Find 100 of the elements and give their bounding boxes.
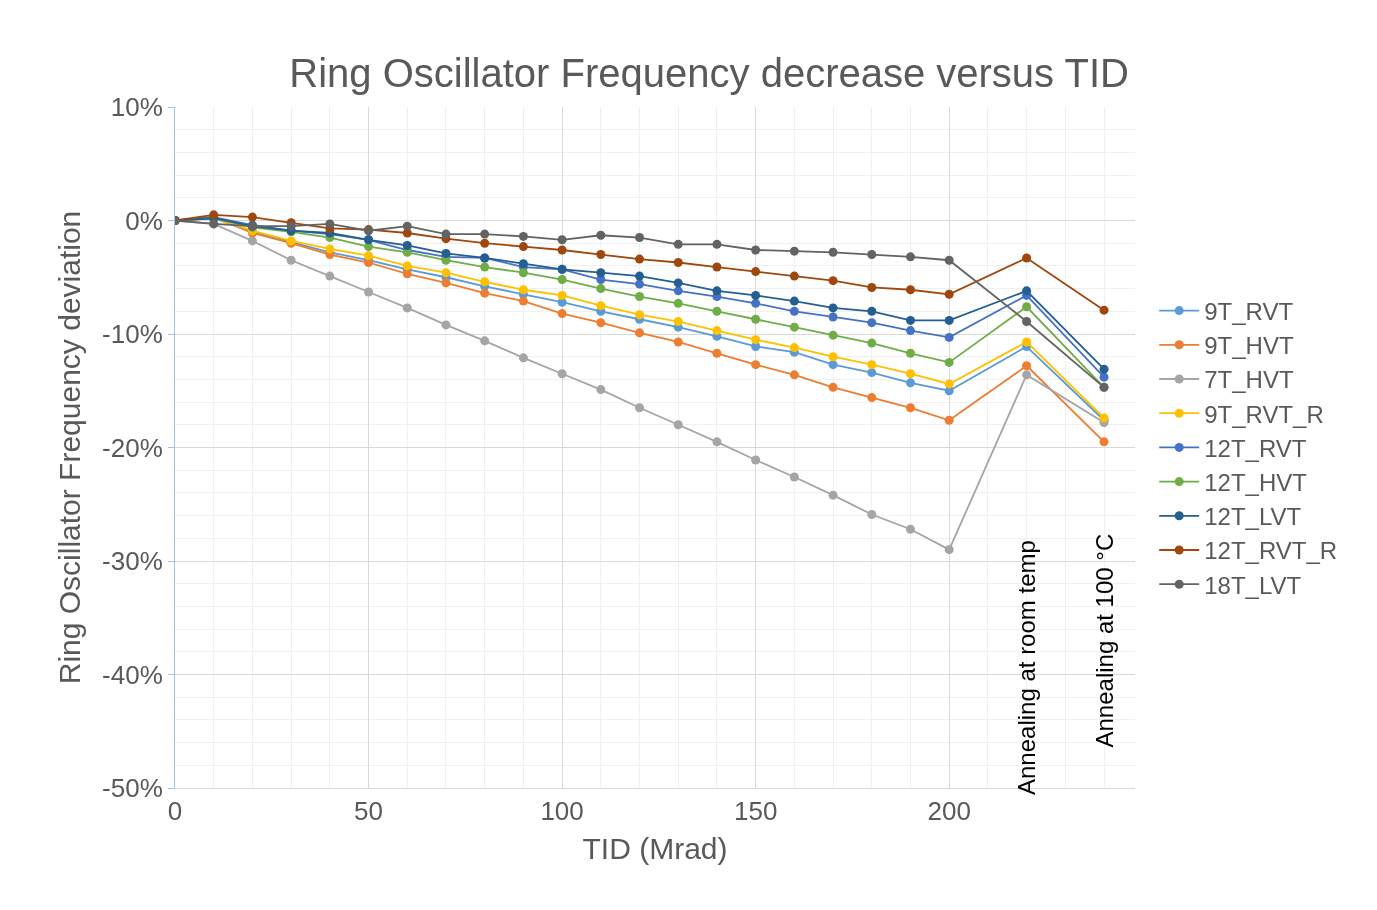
point (673, 337, 683, 347)
point (751, 314, 761, 324)
y-axis-title: Ring Oscillator Frequency deviation (53, 210, 87, 685)
point (518, 242, 528, 252)
point (402, 221, 412, 231)
point (905, 285, 915, 295)
point (751, 245, 761, 255)
y-tick-label: -20% (102, 432, 163, 463)
point (480, 262, 490, 272)
point (789, 343, 799, 353)
point (1022, 370, 1032, 380)
point (480, 277, 490, 287)
point (247, 236, 257, 246)
point (828, 360, 838, 370)
point (789, 246, 799, 256)
point (635, 292, 645, 302)
point (325, 219, 335, 229)
x-tick-label: 50 (354, 796, 384, 827)
point (286, 255, 296, 265)
point (247, 212, 257, 222)
point (712, 348, 722, 358)
point (673, 258, 683, 267)
point (828, 490, 838, 500)
point (441, 320, 451, 330)
point (635, 254, 645, 264)
legend-label: 9T_HVT (1204, 332, 1294, 360)
point (518, 353, 528, 363)
point (596, 268, 606, 278)
point (557, 369, 567, 379)
point (596, 301, 606, 311)
annotation: Annealing at 100 °C (1091, 533, 1119, 748)
point (751, 298, 761, 308)
x-tick-label: 0 (167, 796, 183, 827)
point (905, 348, 915, 358)
point (789, 306, 799, 316)
point (944, 357, 954, 367)
point (789, 322, 799, 332)
point (828, 247, 838, 257)
point (596, 385, 606, 395)
point (712, 239, 722, 249)
x-tick-label: 150 (733, 796, 778, 827)
point (673, 278, 683, 288)
point (867, 306, 877, 316)
point (944, 315, 954, 325)
point (402, 269, 412, 279)
point (1022, 337, 1032, 347)
point (635, 328, 645, 338)
point (557, 235, 567, 245)
point (325, 271, 335, 281)
point (712, 437, 722, 447)
x-axis-title: TID (Mrad) (582, 831, 728, 865)
point (944, 289, 954, 299)
point (751, 290, 761, 300)
point (1099, 305, 1109, 315)
point (905, 326, 915, 336)
y-tick-label: 0% (125, 205, 163, 236)
point (905, 369, 915, 379)
point (441, 268, 451, 278)
point (905, 315, 915, 325)
legend-label: 12T_HVT (1204, 468, 1308, 496)
point (673, 298, 683, 308)
point (1099, 437, 1109, 447)
point (596, 284, 606, 294)
point (905, 252, 915, 262)
point (867, 282, 877, 292)
point (867, 368, 877, 378)
point (828, 352, 838, 362)
point (712, 286, 722, 296)
point (518, 296, 528, 306)
point (673, 286, 683, 296)
point (944, 255, 954, 265)
point (364, 251, 374, 261)
point (480, 229, 490, 239)
point (712, 326, 722, 336)
point (557, 275, 567, 285)
point (867, 318, 877, 328)
point (480, 238, 490, 248)
point (673, 420, 683, 430)
point (751, 335, 761, 345)
point (480, 288, 490, 298)
point (867, 509, 877, 519)
point (673, 317, 683, 327)
point (789, 472, 799, 482)
point (867, 250, 877, 260)
legend-label: 12T_LVT (1204, 503, 1302, 531)
point (944, 415, 954, 425)
point (867, 393, 877, 403)
point (789, 271, 799, 281)
point (402, 240, 412, 250)
point (635, 271, 645, 281)
point (1022, 361, 1032, 371)
point (557, 245, 567, 255)
point (867, 360, 877, 370)
legend-label: 12T_RVT_R (1204, 537, 1338, 565)
point (828, 276, 838, 286)
point (789, 370, 799, 380)
chart-title: Ring Oscillator Frequency decrease versus TID (289, 51, 1129, 96)
point (905, 378, 915, 388)
point (364, 287, 374, 297)
point (867, 338, 877, 348)
